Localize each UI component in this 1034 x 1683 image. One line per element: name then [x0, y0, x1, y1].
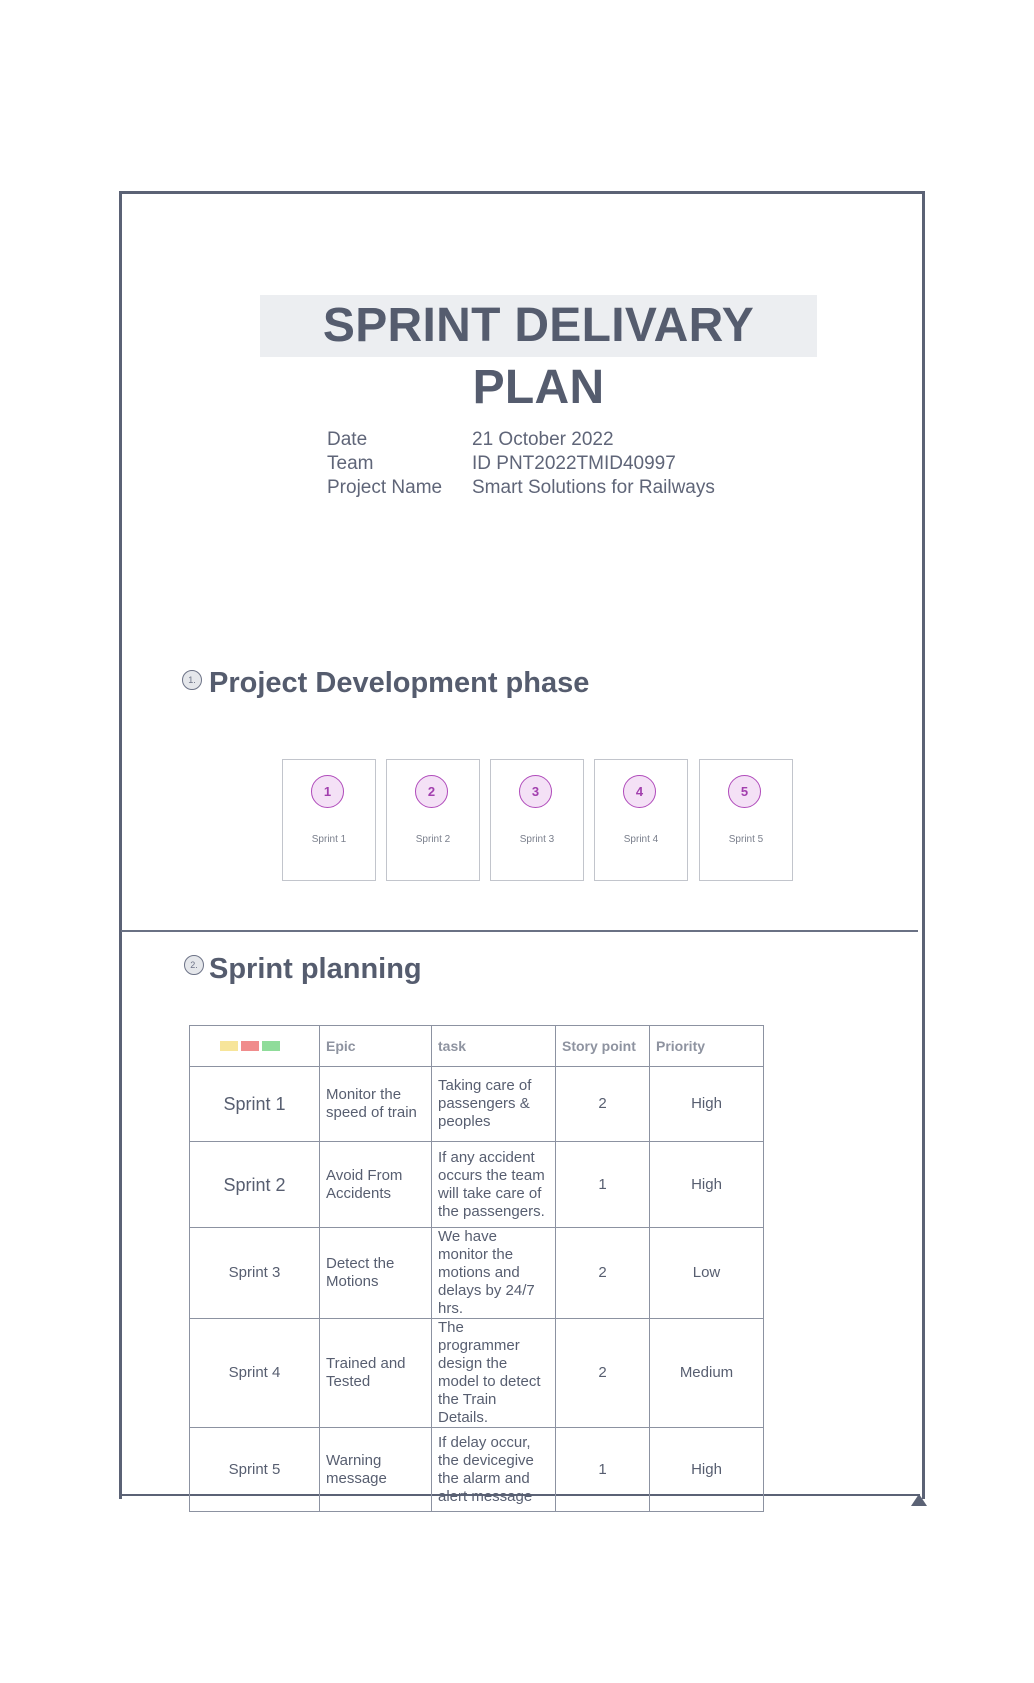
page-title: SPRINT DELIVARY PLAN: [260, 295, 817, 414]
story-point-cell: 2: [555, 1066, 650, 1142]
sprint-card-3[interactable]: 3 Sprint 3: [490, 759, 584, 881]
story-point-cell: 1: [555, 1141, 650, 1228]
column-header-story-point: Story point: [555, 1025, 650, 1067]
table-row: Sprint 4 Trained and Tested The programm…: [189, 1318, 764, 1428]
table-row: Sprint 2 Avoid From Accidents If any acc…: [189, 1141, 764, 1228]
meta-label: Date: [327, 429, 368, 450]
priority-cell: High: [649, 1141, 764, 1228]
sprint-number-circle: 1: [311, 775, 344, 808]
sprint-number-circle: 4: [623, 775, 656, 808]
priority-cell: Low: [649, 1227, 764, 1319]
sprint-number-circle: 5: [728, 775, 761, 808]
legend-header-cell: [189, 1025, 320, 1067]
story-point-cell: 2: [555, 1227, 650, 1319]
sprint-card-4[interactable]: 4 Sprint 4: [594, 759, 688, 881]
sprint-number-circle: 3: [519, 775, 552, 808]
priority-cell: High: [649, 1427, 764, 1512]
sprint-card-1[interactable]: 1 Sprint 1: [282, 759, 376, 881]
task-cell: The programmer design the model to detec…: [431, 1318, 556, 1428]
sprint-planning-table: Epic task Story point Priority Sprint 1 …: [189, 1025, 764, 1512]
section-divider: [121, 930, 918, 932]
sprint-card-2[interactable]: 2 Sprint 2: [386, 759, 480, 881]
epic-cell: Avoid From Accidents: [319, 1141, 432, 1228]
project-meta: Date 21 October 2022 Team ID PNT2022TMID40…: [327, 428, 715, 500]
sprint-label: Sprint 2: [415, 834, 451, 845]
story-point-cell: 2: [555, 1318, 650, 1428]
color-legend: [220, 1041, 280, 1051]
task-cell: If any accident occurs the team will tak…: [431, 1141, 556, 1228]
section-number-badge: 1.: [182, 670, 202, 690]
table-row: Sprint 3 Detect the Motions We have moni…: [189, 1227, 764, 1319]
resize-handle-icon[interactable]: [911, 1494, 927, 1506]
meta-value: Smart Solutions for Railways: [472, 477, 715, 498]
sprint-cell: Sprint 5: [189, 1427, 320, 1512]
table-row: Sprint 5 Warning message If delay occur,…: [189, 1427, 764, 1512]
sprint-cell: Sprint 2: [189, 1141, 320, 1228]
sprint-number-circle: 2: [415, 775, 448, 808]
section-title-development: Project Development phase: [209, 667, 590, 699]
meta-row-project-name: Project Name Smart Solutions for Railways: [327, 476, 715, 500]
column-header-epic: Epic: [319, 1025, 432, 1067]
table-header-row: Epic task Story point Priority: [189, 1025, 764, 1067]
sprint-label: Sprint 1: [311, 834, 347, 845]
priority-cell: High: [649, 1066, 764, 1142]
epic-cell: Trained and Tested: [319, 1318, 432, 1428]
column-header-priority: Priority: [649, 1025, 764, 1067]
sprint-cell: Sprint 3: [189, 1227, 320, 1319]
meta-label: Team: [327, 453, 374, 474]
column-header-task: task: [431, 1025, 556, 1067]
task-cell: If delay occur, the devicegive the alarm…: [431, 1427, 556, 1512]
sprint-cell: Sprint 4: [189, 1318, 320, 1428]
meta-value: 21 October 2022: [472, 429, 614, 450]
table-row: Sprint 1 Monitor the speed of train Taki…: [189, 1066, 764, 1142]
task-cell: We have monitor the motions and delays b…: [431, 1227, 556, 1319]
section-number-badge: 2.: [184, 955, 204, 975]
sprint-label: Sprint 5: [728, 834, 764, 845]
sprint-label: Sprint 4: [623, 834, 659, 845]
epic-cell: Warning message: [319, 1427, 432, 1512]
meta-label: Project Name: [327, 477, 443, 498]
legend-swatch-green: [262, 1041, 280, 1051]
sprint-label: Sprint 3: [519, 834, 555, 845]
meta-row-team: Team ID PNT2022TMID40997: [327, 452, 715, 476]
sprint-cell: Sprint 1: [189, 1066, 320, 1142]
meta-row-date: Date 21 October 2022: [327, 428, 715, 452]
section-title-sprint-planning: Sprint planning: [209, 953, 422, 985]
story-point-cell: 1: [555, 1427, 650, 1512]
sprint-card-5[interactable]: 5 Sprint 5: [699, 759, 793, 881]
epic-cell: Detect the Motions: [319, 1227, 432, 1319]
epic-cell: Monitor the speed of train: [319, 1066, 432, 1142]
document-frame: [119, 191, 925, 1499]
task-cell: Taking care of passengers & peoples: [431, 1066, 556, 1142]
priority-cell: Medium: [649, 1318, 764, 1428]
meta-value: ID PNT2022TMID40997: [472, 453, 676, 474]
legend-swatch-yellow: [220, 1041, 238, 1051]
legend-swatch-red: [241, 1041, 259, 1051]
